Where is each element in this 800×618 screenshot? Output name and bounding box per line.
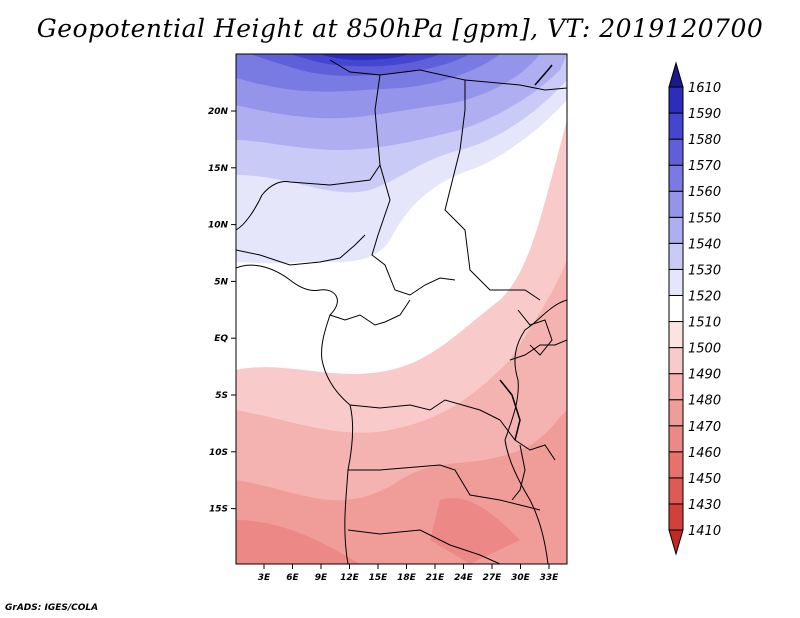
longitude-axis: 3E 6E 9E 12E 15E 18E 21E 24E 27E 30E 33E [258, 564, 559, 583]
band-1590 [320, 54, 410, 60]
colorbar-label: 1590 [688, 107, 721, 122]
colorbar-label: 1520 [688, 289, 721, 304]
latitude-axis: 20N 15N 10N 5N EQ 5S 10S 15S [208, 107, 236, 515]
band-1470 [236, 498, 520, 564]
colorbar-swatch [668, 347, 684, 375]
lon-tick-label: 30E [511, 573, 531, 583]
lon-tick-label: 18E [397, 573, 417, 583]
colorbar-swatch [668, 138, 684, 166]
colorbar-label: 1570 [688, 159, 721, 174]
colorbar-label: 1470 [688, 420, 721, 435]
lat-tick-label: 10N [208, 221, 229, 231]
colorbar-swatch [668, 503, 684, 531]
lon-tick-label: 12E [340, 573, 360, 583]
colorbar-label: 1510 [688, 316, 721, 331]
colorbar-swatch [668, 425, 684, 453]
colorbar-swatch [668, 451, 684, 479]
lat-tick-label: 5N [214, 277, 228, 287]
colorbar-label: 1490 [688, 368, 721, 383]
colorbar-swatch [668, 112, 684, 140]
map-frame [235, 53, 568, 565]
colorbar-swatch [668, 190, 684, 218]
colorbar-label: 1480 [688, 394, 721, 409]
colorbar-top-arrow [668, 61, 684, 88]
colorbar-label: 1540 [688, 237, 721, 252]
lat-tick-label: 20N [208, 107, 229, 117]
colorbar-swatch [668, 399, 684, 427]
colorbar-bottom-arrow [668, 529, 684, 556]
colorbar-label: 1560 [688, 185, 721, 200]
colorbar-swatch [668, 321, 684, 349]
lon-tick-label: 6E [286, 573, 299, 583]
colorbar-label: 1500 [688, 342, 721, 357]
colorbar-swatch [668, 373, 684, 401]
colorbar-label: 1460 [688, 446, 721, 461]
grads-credit: GrADS: IGES/COLA [5, 603, 99, 613]
lat-tick-label: 15S [209, 505, 228, 515]
colorbar-label: 1530 [688, 263, 721, 278]
lon-tick-label: 9E [315, 573, 328, 583]
colorbar-label: 1410 [688, 524, 721, 539]
lat-tick-label: 10S [209, 448, 228, 458]
colorbar-label: 1580 [688, 133, 721, 148]
colorbar: 1410 1430 1450 1460 1470 1480 1490 1500 1510 1520… [668, 61, 721, 556]
coastlines [236, 59, 567, 564]
map-title: Geopotential Height at 850hPa [gpm], VT:… [36, 14, 764, 43]
lat-tick-label: 5S [215, 391, 228, 401]
height-field [236, 54, 567, 564]
lon-tick-label: 3E [258, 573, 271, 583]
lat-tick-label: 15N [208, 164, 229, 174]
colorbar-swatch [668, 86, 684, 114]
colorbar-swatch [668, 164, 684, 192]
band-1580 [290, 54, 440, 67]
lon-tick-label: 21E [426, 573, 446, 583]
colorbar-label: 1450 [688, 472, 721, 487]
lon-tick-label: 24E [454, 573, 474, 583]
colorbar-label: 1550 [688, 211, 721, 226]
colorbar-swatch [668, 268, 684, 296]
colorbar-label: 1430 [688, 498, 721, 513]
lon-tick-label: 33E [540, 573, 560, 583]
lat-tick-label: EQ [214, 334, 228, 344]
colorbar-swatch [668, 216, 684, 244]
colorbar-swatch [668, 477, 684, 505]
lon-tick-label: 15E [369, 573, 389, 583]
colorbar-label: 1610 [688, 81, 721, 96]
lon-tick-label: 27E [483, 573, 503, 583]
colorbar-swatch [668, 294, 684, 323]
colorbar-swatch [668, 242, 684, 270]
